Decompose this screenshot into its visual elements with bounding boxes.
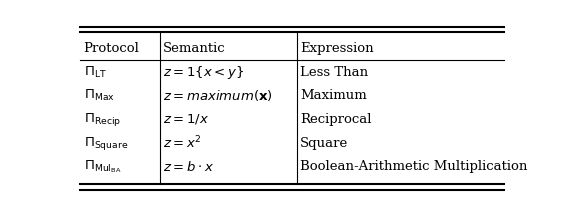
Text: Less Than: Less Than: [300, 66, 368, 78]
Text: $z = b \cdot x$: $z = b \cdot x$: [163, 160, 214, 174]
Text: $\Pi_{\mathrm{Recip}}$: $\Pi_{\mathrm{Recip}}$: [84, 111, 121, 128]
Text: $\Pi_{\mathrm{Mul_{BA}}}$: $\Pi_{\mathrm{Mul_{BA}}}$: [84, 158, 121, 175]
Text: $z = 1\{x < y\}$: $z = 1\{x < y\}$: [163, 63, 244, 80]
Text: Reciprocal: Reciprocal: [300, 113, 372, 126]
Text: Square: Square: [300, 137, 348, 150]
Text: Protocol: Protocol: [84, 42, 140, 56]
Text: $z = \mathit{maximum}(\mathbf{x})$: $z = \mathit{maximum}(\mathbf{x})$: [163, 88, 273, 103]
Text: Boolean-Arithmetic Multiplication: Boolean-Arithmetic Multiplication: [300, 160, 527, 173]
Text: $z = 1/x$: $z = 1/x$: [163, 113, 209, 126]
Text: $\Pi_{\mathrm{Max}}$: $\Pi_{\mathrm{Max}}$: [84, 88, 115, 103]
Text: Expression: Expression: [300, 42, 374, 56]
Text: $\Pi_{\mathrm{Square}}$: $\Pi_{\mathrm{Square}}$: [84, 135, 128, 152]
Text: $z = x^2$: $z = x^2$: [163, 135, 202, 151]
Text: $\Pi_{\mathrm{LT}}$: $\Pi_{\mathrm{LT}}$: [84, 64, 107, 79]
Text: Semantic: Semantic: [163, 42, 226, 56]
Text: Maximum: Maximum: [300, 89, 367, 102]
